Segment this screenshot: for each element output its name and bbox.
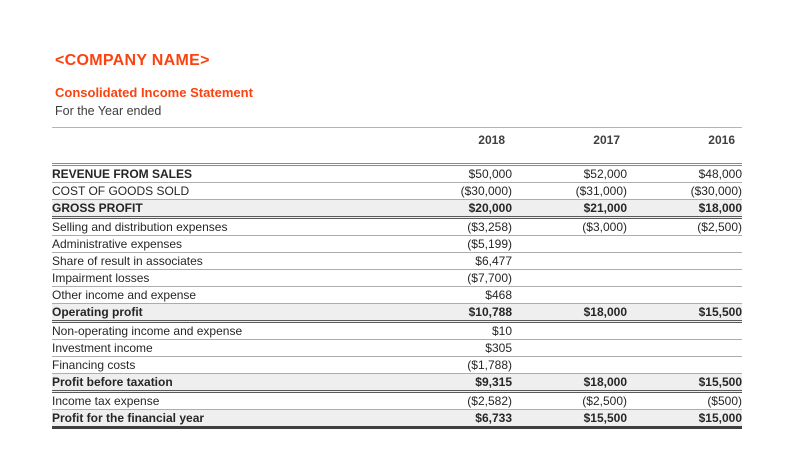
- spacer-row: [52, 151, 742, 165]
- value-cell: $48,000: [627, 163, 742, 183]
- table-row-investment-income: Investment income $305: [52, 339, 742, 357]
- row-label: Selling and distribution expenses: [52, 217, 392, 236]
- table-row-gross-profit: GROSS PROFIT $20,000 $21,000 $18,000: [52, 199, 742, 219]
- row-label: GROSS PROFIT: [52, 199, 392, 219]
- row-label: Impairment losses: [52, 269, 392, 287]
- col-header-2016: 2016: [627, 127, 742, 151]
- row-label: Financing costs: [52, 356, 392, 374]
- value-cell: $10: [392, 321, 512, 340]
- col-header-2018: 2018: [392, 127, 512, 151]
- value-cell: $9,315: [392, 373, 512, 393]
- value-cell: $15,500: [627, 373, 742, 393]
- statement-title: Consolidated Income Statement: [55, 85, 253, 100]
- value-cell: [512, 321, 627, 340]
- value-cell: [627, 339, 742, 357]
- value-cell: [627, 286, 742, 304]
- value-cell: ($7,700): [392, 269, 512, 287]
- row-label: Profit for the financial year: [52, 409, 392, 429]
- table-row-non-operating: Non-operating income and expense $10: [52, 321, 742, 340]
- value-cell: $468: [392, 286, 512, 304]
- value-cell: [512, 339, 627, 357]
- row-label: Non-operating income and expense: [52, 321, 392, 340]
- value-cell: [512, 356, 627, 374]
- value-cell: [512, 252, 627, 270]
- year-header-row: 2018 2017 2016: [52, 127, 742, 151]
- row-label: Share of result in associates: [52, 252, 392, 270]
- income-statement-table: 2018 2017 2016 REVENUE FROM SALES $50,00…: [52, 127, 742, 429]
- value-cell: $20,000: [392, 199, 512, 219]
- table-row-operating-profit: Operating profit $10,788 $18,000 $15,500: [52, 303, 742, 323]
- value-cell: $15,000: [627, 409, 742, 429]
- value-cell: $21,000: [512, 199, 627, 219]
- value-cell: [512, 235, 627, 253]
- value-cell: [627, 252, 742, 270]
- table-row-admin-expenses: Administrative expenses ($5,199): [52, 235, 742, 253]
- value-cell: $50,000: [392, 163, 512, 183]
- value-cell: $15,500: [512, 409, 627, 429]
- row-label: Operating profit: [52, 303, 392, 323]
- value-cell: [627, 356, 742, 374]
- value-cell: ($30,000): [627, 182, 742, 200]
- value-cell: $15,500: [627, 303, 742, 323]
- value-cell: ($5,199): [392, 235, 512, 253]
- value-cell: [512, 269, 627, 287]
- table-row-other-income: Other income and expense $468: [52, 286, 742, 304]
- row-label: REVENUE FROM SALES: [52, 163, 392, 183]
- table-row-income-tax: Income tax expense ($2,582) ($2,500) ($5…: [52, 391, 742, 410]
- value-cell: [627, 321, 742, 340]
- value-cell: $305: [392, 339, 512, 357]
- table-row-cogs: COST OF GOODS SOLD ($30,000) ($31,000) (…: [52, 182, 742, 200]
- table-row-profit-for-year: Profit for the financial year $6,733 $15…: [52, 409, 742, 429]
- value-cell: $18,000: [627, 199, 742, 219]
- table-row-profit-before-tax: Profit before taxation $9,315 $18,000 $1…: [52, 373, 742, 393]
- row-label: COST OF GOODS SOLD: [52, 182, 392, 200]
- table-row-selling-expenses: Selling and distribution expenses ($3,25…: [52, 217, 742, 236]
- period-label: For the Year ended: [55, 104, 162, 118]
- value-cell: ($31,000): [512, 182, 627, 200]
- value-cell: ($2,500): [627, 217, 742, 236]
- value-cell: $18,000: [512, 373, 627, 393]
- row-label: Investment income: [52, 339, 392, 357]
- table-row-financing-costs: Financing costs ($1,788): [52, 356, 742, 374]
- value-cell: $10,788: [392, 303, 512, 323]
- value-cell: ($2,500): [512, 391, 627, 410]
- company-name: <COMPANY NAME>: [55, 52, 210, 69]
- row-label: Profit before taxation: [52, 373, 392, 393]
- value-cell: $52,000: [512, 163, 627, 183]
- row-label: Income tax expense: [52, 391, 392, 410]
- value-cell: $18,000: [512, 303, 627, 323]
- value-cell: ($30,000): [392, 182, 512, 200]
- value-cell: ($3,258): [392, 217, 512, 236]
- row-label: Administrative expenses: [52, 235, 392, 253]
- table-row-impairment: Impairment losses ($7,700): [52, 269, 742, 287]
- row-label: Other income and expense: [52, 286, 392, 304]
- value-cell: ($3,000): [512, 217, 627, 236]
- value-cell: ($500): [627, 391, 742, 410]
- value-cell: ($1,788): [392, 356, 512, 374]
- value-cell: $6,733: [392, 409, 512, 429]
- table-row-associates: Share of result in associates $6,477: [52, 252, 742, 270]
- value-cell: [627, 235, 742, 253]
- value-cell: [512, 286, 627, 304]
- table-row-revenue: REVENUE FROM SALES $50,000 $52,000 $48,0…: [52, 163, 742, 183]
- col-header-2017: 2017: [512, 127, 627, 151]
- label-column-header: [52, 127, 392, 151]
- value-cell: ($2,582): [392, 391, 512, 410]
- document-header: <COMPANY NAME> Consolidated Income State…: [55, 52, 253, 118]
- value-cell: [627, 269, 742, 287]
- value-cell: $6,477: [392, 252, 512, 270]
